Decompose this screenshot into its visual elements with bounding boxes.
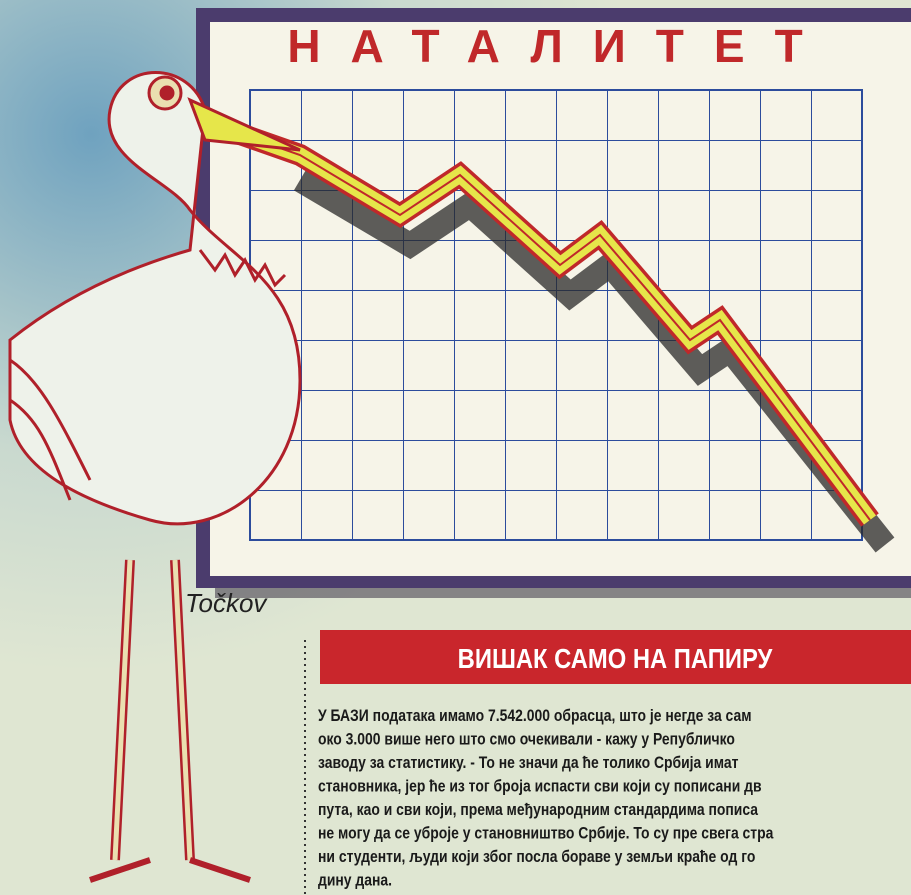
signature: Točkov [185, 588, 268, 618]
board-title: НАТАЛИТЕТ [287, 20, 832, 72]
body-line: заводу за статистику. - То не значи да ћ… [318, 754, 739, 773]
body-line: ни студенти, људи који због посла бораве… [318, 848, 755, 867]
body-line: пута, као и сви који, према међународним… [318, 801, 758, 820]
chart-board: НАТАЛИТЕТ [196, 8, 911, 598]
body-line: око 3.000 више него што смо очекивали - … [318, 730, 735, 749]
body-line: У БАЗИ података имамо 7.542.000 обрасца,… [318, 707, 752, 726]
body-line: становника, јер ће из тог броја испасти … [318, 777, 762, 796]
headline: ВИШАК САМО НА ПАПИРУ [458, 642, 773, 674]
clipping: НАТАЛИТЕТ Točkov ВИШАК САМО НА ПАПИРУ У … [0, 0, 911, 895]
body-line: не могу да се уброје у становништво Срби… [318, 824, 774, 843]
body-line: дину дана. [318, 871, 392, 890]
